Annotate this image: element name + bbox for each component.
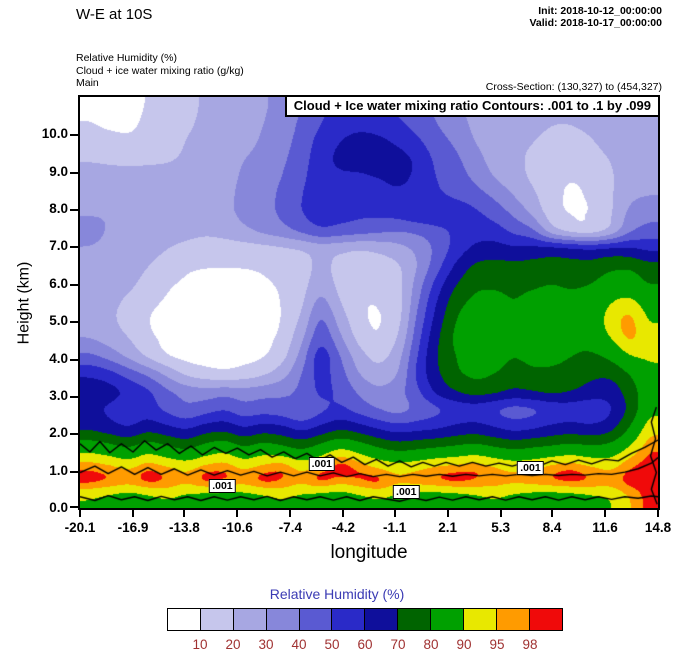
legend-tick-label: 90 <box>456 637 472 652</box>
x-tick-label: -16.9 <box>117 520 149 535</box>
x-tick-mark <box>131 510 134 517</box>
y-tick-mark <box>70 134 78 137</box>
y-axis-title-text: Height (km) <box>15 261 32 344</box>
x-tick-mark <box>236 510 239 517</box>
legend-labels: 10 20 30 40 50 60 70 80 90 95 98 <box>167 637 563 653</box>
x-tick-label: -20.1 <box>64 520 96 535</box>
x-tick-label: 8.4 <box>542 520 562 535</box>
field-item-domain: Main <box>76 77 99 89</box>
contour-label: .001 <box>517 461 544 476</box>
x-tick-mark <box>657 510 659 517</box>
x-tick-label: 5.3 <box>491 520 511 535</box>
legend-tick-label: 80 <box>423 637 439 652</box>
legend-tick-label: 50 <box>324 637 340 652</box>
init-time: Init: 2018-10-12_00:00:00 <box>538 5 662 17</box>
x-tick-label: -7.4 <box>278 520 302 535</box>
contour-label: .001 <box>393 485 420 500</box>
contour-label: .001 <box>209 478 236 493</box>
y-tick-mark <box>70 506 78 508</box>
y-tick-mark <box>70 283 78 286</box>
y-tick-label: 7.0 <box>49 238 68 254</box>
contour-label: .001 <box>308 456 336 471</box>
x-tick-mark <box>79 510 81 517</box>
x-tick-mark <box>183 510 186 517</box>
legend-tick-label: 95 <box>489 637 505 652</box>
legend-tick-label: 70 <box>390 637 406 652</box>
x-axis-title: longitude <box>330 542 408 563</box>
plot-area: Cloud + Ice water mixing ratio Contours:… <box>15 95 671 563</box>
y-tick-label: 6.0 <box>49 275 68 291</box>
y-tick-label: 0.0 <box>49 500 68 515</box>
y-tick-mark <box>70 246 78 249</box>
y-tick-label: 9.0 <box>49 163 68 179</box>
x-tick-mark <box>342 510 345 517</box>
y-tick-label: 5.0 <box>49 313 68 329</box>
y-tick-mark <box>70 209 78 212</box>
x-tick-label: 2.1 <box>438 520 458 535</box>
legend-color-box <box>265 608 300 631</box>
y-tick-mark <box>70 433 78 436</box>
legend-tick-label: 60 <box>357 637 373 652</box>
legend-color-box <box>364 608 399 631</box>
x-tick-label: 11.6 <box>592 520 618 535</box>
legend-tick-label: 98 <box>522 637 538 652</box>
legend-tick-label: 20 <box>225 637 241 652</box>
legend-color-box <box>430 608 465 631</box>
contour-banner: Cloud + Ice water mixing ratio Contours:… <box>284 95 660 117</box>
cross-section-info: Cross-Section: (130,327) to (454,327) <box>485 81 662 93</box>
x-tick-label: -10.6 <box>221 520 253 535</box>
run-times: Init: 2018-10-12_00:00:00 Valid: 2018-10… <box>529 5 662 29</box>
legend-bar <box>167 608 563 631</box>
field-item-rh: Relative Humidity (%) <box>76 52 177 64</box>
y-tick-mark <box>70 395 78 398</box>
y-tick-label: 10.0 <box>41 126 68 142</box>
x-tick-label: -1.1 <box>383 520 407 535</box>
y-tick-label: 3.0 <box>49 387 68 403</box>
legend-color-box <box>298 608 333 631</box>
y-tick-label: 1.0 <box>49 462 68 478</box>
legend-tick-label: 10 <box>192 637 208 652</box>
y-tick-mark <box>70 321 78 324</box>
x-tick-label: -13.8 <box>168 520 200 535</box>
cross-section-canvas <box>80 97 658 508</box>
y-tick-label: 8.0 <box>49 201 68 217</box>
x-tick-mark <box>604 510 606 517</box>
legend-color-box <box>199 608 235 631</box>
x-tick-mark <box>499 510 502 517</box>
x-tick-mark <box>289 510 292 517</box>
y-tick-mark <box>70 171 78 174</box>
legend-color-box <box>528 608 563 631</box>
y-tick-mark <box>70 358 78 361</box>
x-tick-label: 14.8 <box>644 520 672 535</box>
x-tick-mark <box>393 510 396 517</box>
legend-color-box <box>397 608 432 631</box>
field-list: Relative Humidity (%) Cloud + ice water … <box>76 52 244 90</box>
y-tick-mark <box>70 470 78 473</box>
y-tick-label: 4.0 <box>49 350 68 366</box>
valid-time: Valid: 2018-10-17_00:00:00 <box>529 17 662 29</box>
y-tick-label: 2.0 <box>49 425 68 441</box>
y-axis-title: Height (km) <box>14 97 34 508</box>
legend-color-box <box>331 608 366 631</box>
legend-color-box <box>495 608 531 631</box>
legend-color-box <box>167 608 202 631</box>
legend-title: Relative Humidity (%) <box>269 586 405 602</box>
legend-tick-label: 40 <box>291 637 307 652</box>
legend-color-box <box>462 608 498 631</box>
field-item-cloud: Cloud + ice water mixing ratio (g/kg) <box>76 64 244 77</box>
x-tick-label: -4.2 <box>331 520 355 535</box>
x-tick-mark <box>551 510 553 517</box>
legend-color-box <box>232 608 268 631</box>
page-title: W-E at 10S <box>76 6 153 23</box>
legend-tick-label: 30 <box>258 637 274 652</box>
x-tick-mark <box>446 510 449 517</box>
